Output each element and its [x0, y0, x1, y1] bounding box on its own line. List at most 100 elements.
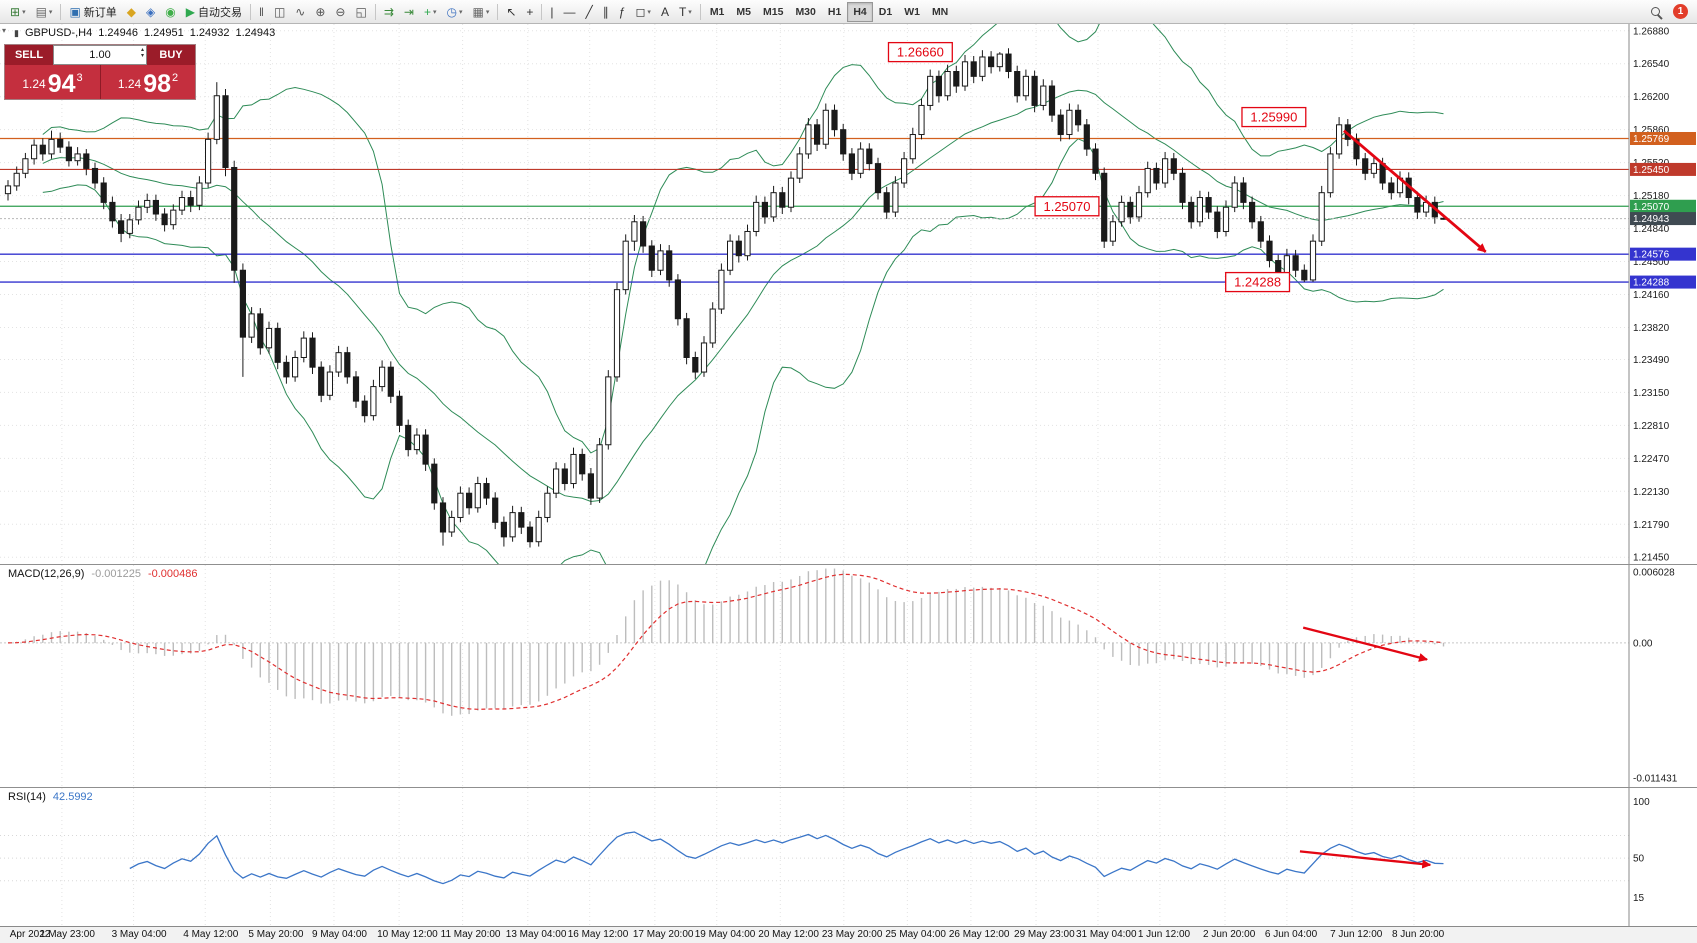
sell-button[interactable]: SELL: [5, 45, 53, 65]
main-chart-panel: 1.268801.265401.262001.258601.255201.251…: [0, 24, 1697, 564]
auto-scroll-button[interactable]: ⇉: [379, 2, 399, 22]
macd-panel: 0.006028 0.00 -0.011431 MACD(12,26,9) -0.0…: [0, 564, 1697, 787]
toolbar-separator: [541, 3, 543, 20]
bar-chart-icon: ‖: [258, 4, 264, 19]
rsi-canvas[interactable]: 100 50 15: [0, 788, 1697, 926]
text-button[interactable]: A: [656, 2, 674, 22]
templates-button[interactable]: ▦ ▾: [467, 2, 494, 22]
timeframe-d1[interactable]: D1: [878, 5, 893, 18]
new-order-button[interactable]: ▣ 新订单: [64, 2, 121, 22]
new-chart-button[interactable]: ⊞ ▾: [5, 2, 31, 22]
volume-up-arrow[interactable]: ▴: [140, 47, 144, 53]
time-label: 6 Jun 04:00: [1264, 929, 1318, 940]
community-icon: ◉: [165, 4, 176, 19]
horizontal-line-button[interactable]: —: [559, 2, 581, 22]
timeframe-h4[interactable]: H4: [847, 1, 873, 22]
zoom-in-icon: ⊕: [315, 4, 326, 19]
volume-value: 1.00: [89, 49, 111, 61]
timeframe-w1[interactable]: W1: [904, 5, 920, 18]
svg-text:0.006028: 0.006028: [1633, 567, 1675, 578]
macd-label: MACD(12,26,9) -0.001225 -0.000486: [8, 568, 198, 580]
crosshair-button[interactable]: +: [521, 2, 538, 22]
svg-text:1.26540: 1.26540: [1633, 59, 1670, 70]
timeframe-m15[interactable]: M15: [763, 5, 784, 18]
community-button[interactable]: ◉: [160, 2, 180, 22]
time-label: 1 Jun 12:00: [1137, 929, 1191, 940]
chevron-down-icon: ▾: [647, 8, 651, 16]
shapes-icon: ◻: [635, 4, 646, 19]
new-chart-icon: ⊞: [10, 4, 21, 19]
buy-price[interactable]: 1.24 98 2: [100, 65, 195, 99]
price-tag: 1.25769: [1630, 131, 1696, 145]
search-button[interactable]: [1646, 2, 1665, 22]
timeframe-mn[interactable]: MN: [931, 5, 949, 18]
history-center-button[interactable]: ◆: [122, 2, 141, 22]
autotrading-icon: ▶: [185, 4, 195, 19]
volume-down-arrow[interactable]: ▾: [140, 53, 144, 59]
main-chart-canvas[interactable]: 1.268801.265401.262001.258601.255201.251…: [0, 24, 1697, 564]
svg-text:1.24288: 1.24288: [1234, 275, 1281, 290]
vertical-line-button[interactable]: |: [545, 2, 558, 22]
svg-text:1.25769: 1.25769: [1633, 134, 1670, 145]
chart-area: 1.268801.265401.262001.258601.255201.251…: [0, 24, 1697, 943]
periods-button[interactable]: ◷ ▾: [441, 2, 467, 22]
zoom-out-button[interactable]: ⊖: [330, 2, 350, 22]
macd-canvas[interactable]: 0.006028 0.00 -0.011431: [0, 565, 1697, 787]
open-value: 1.24946: [98, 27, 138, 39]
svg-text:1.22470: 1.22470: [1633, 454, 1670, 465]
macd-signal-line: [7, 573, 1444, 710]
volume-input[interactable]: 1.00 ▴ ▾: [53, 45, 147, 65]
svg-text:0.00: 0.00: [1633, 638, 1653, 649]
zoom-in-button[interactable]: ⊕: [310, 2, 330, 22]
macd-signal-value: -0.000486: [147, 568, 198, 580]
sell-price[interactable]: 1.24 94 3: [22, 70, 83, 98]
new-order-button-label: 新订单: [83, 6, 117, 19]
time-label: 1 May 23:00: [39, 929, 95, 940]
one-click-collapse-arrow[interactable]: ▾: [2, 26, 7, 35]
timeframe-m1[interactable]: M1: [709, 5, 725, 18]
line-chart-button[interactable]: ∿: [290, 2, 310, 22]
bollinger-middle-band: [42, 89, 1444, 503]
buy-button[interactable]: BUY: [147, 45, 195, 65]
svg-text:1.24160: 1.24160: [1633, 290, 1670, 301]
timeframe-m30[interactable]: M30: [795, 5, 816, 18]
cursor-button[interactable]: ↖: [501, 2, 521, 22]
time-label: 7 Jun 12:00: [1330, 929, 1383, 940]
chart-shift-button[interactable]: ⇥: [399, 2, 419, 22]
annotations: 1.26660 1.25990 1.25070 1.24288: [887, 41, 1307, 293]
new-order-icon: ▣: [69, 4, 81, 19]
history-center-icon: ◆: [126, 4, 137, 19]
svg-text:100: 100: [1633, 797, 1650, 808]
notification-badge[interactable]: 1: [1673, 4, 1688, 19]
price-tag: 1.24576: [1630, 247, 1696, 261]
svg-text:1.24500: 1.24500: [1633, 257, 1670, 268]
shapes-button[interactable]: ◻ ▾: [630, 2, 655, 22]
annotation-price-label: [887, 41, 953, 63]
bar-chart-button[interactable]: ‖: [254, 2, 269, 22]
svg-text:1.25450: 1.25450: [1633, 165, 1670, 176]
time-label: 16 May 12:00: [567, 929, 629, 940]
tile-windows-button[interactable]: ◱: [350, 2, 371, 22]
rsi-panel: 100 50 15 RSI(14) 42.5992: [0, 787, 1697, 926]
search-icon: [1651, 7, 1660, 16]
toolbar-separator: [497, 3, 499, 20]
equidistant-channel-button[interactable]: ∥: [598, 2, 614, 22]
timeframe-h1[interactable]: H1: [827, 5, 842, 18]
autotrading-button[interactable]: ▶ 自动交易: [181, 2, 247, 22]
time-axis[interactable]: Apr 2022 1 May 23:00 3 May 04:00 4 May 12:0…: [0, 926, 1697, 943]
time-label: 26 May 12:00: [948, 929, 1010, 940]
low-value: 1.24932: [189, 27, 230, 39]
timeframe-m5[interactable]: M5: [736, 5, 751, 18]
rsi-label: RSI(14) 42.5992: [8, 791, 93, 803]
candle-chart-button[interactable]: ◫: [269, 2, 290, 22]
chart-profiles-button[interactable]: ▤ ▾: [31, 2, 58, 22]
fibonacci-button[interactable]: ƒ: [614, 2, 631, 22]
cursor-icon: ↖: [506, 4, 517, 19]
time-label: 10 May 12:00: [377, 929, 438, 940]
trendline-button[interactable]: ╱: [581, 2, 598, 22]
bollinger-lower-band: [42, 138, 1444, 564]
add-indicator-button[interactable]: + ▾: [419, 2, 442, 22]
market-watch-button[interactable]: ◈: [141, 2, 160, 22]
text-label-button[interactable]: T ▾: [674, 2, 697, 22]
